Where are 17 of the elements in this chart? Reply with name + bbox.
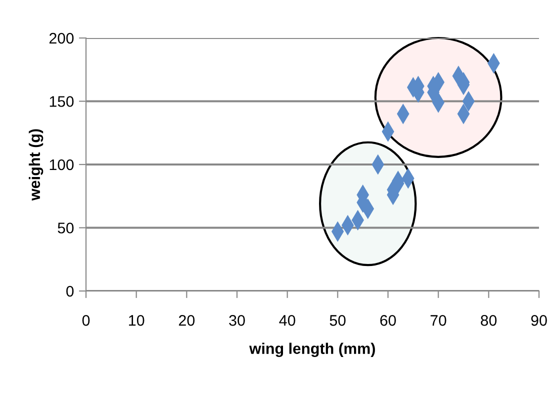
x-tick-label: 90 bbox=[531, 315, 547, 326]
y-tick-label: 150 bbox=[50, 96, 74, 107]
x-tick-label: 10 bbox=[129, 315, 144, 326]
x-tick-label: 50 bbox=[330, 315, 346, 326]
y-tick-label: 50 bbox=[58, 222, 74, 234]
x-tick-label: 0 bbox=[82, 315, 90, 326]
x-tick-label: 80 bbox=[480, 315, 497, 326]
x-tick-label: 70 bbox=[430, 315, 446, 326]
x-tick-label: 40 bbox=[279, 315, 296, 326]
x-tick-label: 60 bbox=[380, 315, 396, 326]
x-tick-label: 30 bbox=[229, 315, 245, 326]
y-tick-label: 200 bbox=[49, 32, 74, 44]
x-axis-title: wing length (mm) bbox=[249, 342, 375, 358]
y-tick-label: 0 bbox=[66, 286, 74, 297]
x-tick-label: 20 bbox=[178, 315, 195, 326]
y-tick-label: 100 bbox=[50, 159, 74, 170]
y-axis-title: weight (g) bbox=[28, 129, 44, 201]
